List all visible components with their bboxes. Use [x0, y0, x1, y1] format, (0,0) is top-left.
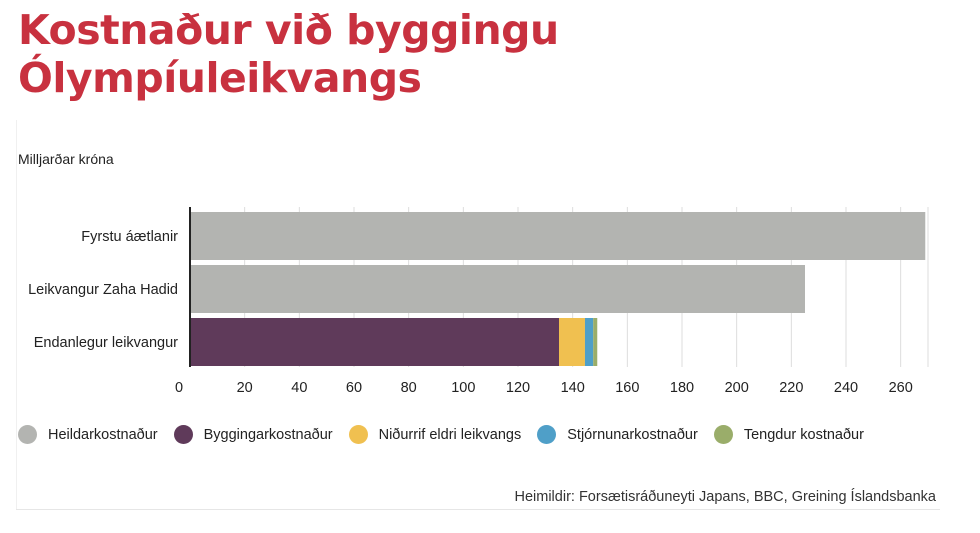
x-tick-label-100: 100	[451, 380, 475, 396]
x-tick-label-240: 240	[834, 380, 858, 396]
legend: Heildarkostnaður Byggingarkostnaður Niðurr…	[18, 425, 880, 444]
x-tick-label-20: 20	[237, 380, 253, 396]
x-tick-label-160: 160	[615, 380, 639, 396]
frame-left-border	[16, 120, 17, 510]
bar-2-2	[559, 318, 585, 366]
chart-title: Kostnaður við byggingu Ólympíuleikvangs	[18, 6, 559, 102]
x-tick-label-40: 40	[291, 380, 307, 396]
legend-item-0: Heildarkostnaður	[18, 425, 158, 444]
category-label-1: Leikvangur Zaha Hadid	[28, 282, 178, 298]
x-tick-label-180: 180	[670, 380, 694, 396]
unit-label: Milljarðar króna	[18, 151, 114, 167]
legend-label-1: Byggingarkostnaður	[203, 426, 333, 443]
x-tick-label-60: 60	[346, 380, 362, 396]
bar-2-3	[584, 318, 594, 366]
bar-2-1	[190, 318, 559, 366]
x-tick-label-220: 220	[779, 380, 803, 396]
x-tick-label-0: 0	[175, 380, 183, 396]
legend-item-3: Stjórnunarkostnaður	[537, 425, 698, 444]
x-tick-label-140: 140	[561, 380, 585, 396]
legend-swatch-3	[537, 425, 557, 444]
legend-swatch-4	[713, 425, 733, 444]
legend-swatch-1	[173, 425, 193, 444]
legend-item-1: Byggingarkostnaður	[173, 425, 333, 444]
legend-label-0: Heildarkostnaður	[48, 426, 158, 443]
legend-swatch-0	[18, 425, 37, 444]
legend-label-4: Tengdur kostnaður	[743, 426, 864, 443]
legend-item-4: Tengdur kostnaður	[713, 425, 864, 444]
category-label-2: Endanlegur leikvangur	[34, 335, 178, 351]
x-tick-label-260: 260	[889, 380, 913, 396]
bar-0-0	[190, 212, 926, 260]
frame-bottom-border	[16, 509, 940, 510]
bar-chart: Fyrstu áætlanir Leikvangur Zaha Hadid Enda…	[28, 207, 929, 396]
source-note: Heimildir: Forsætisráðuneyti Japans, BBC…	[514, 489, 937, 505]
title-line-2: Ólympíuleikvangs	[18, 54, 422, 102]
legend-label-3: Stjórnunarkostnaður	[567, 426, 698, 443]
bar-1-0	[190, 265, 805, 313]
bar-2-4	[593, 318, 598, 366]
x-tick-label-120: 120	[506, 380, 530, 396]
legend-label-2: Niðurrif eldri leikvangs	[378, 426, 522, 443]
legend-swatch-2	[348, 425, 368, 444]
category-label-0: Fyrstu áætlanir	[81, 229, 178, 245]
title-line-1: Kostnaður við byggingu	[18, 6, 559, 54]
x-tick-label-80: 80	[401, 380, 417, 396]
x-tick-label-200: 200	[725, 380, 749, 396]
legend-item-2: Niðurrif eldri leikvangs	[348, 425, 522, 444]
